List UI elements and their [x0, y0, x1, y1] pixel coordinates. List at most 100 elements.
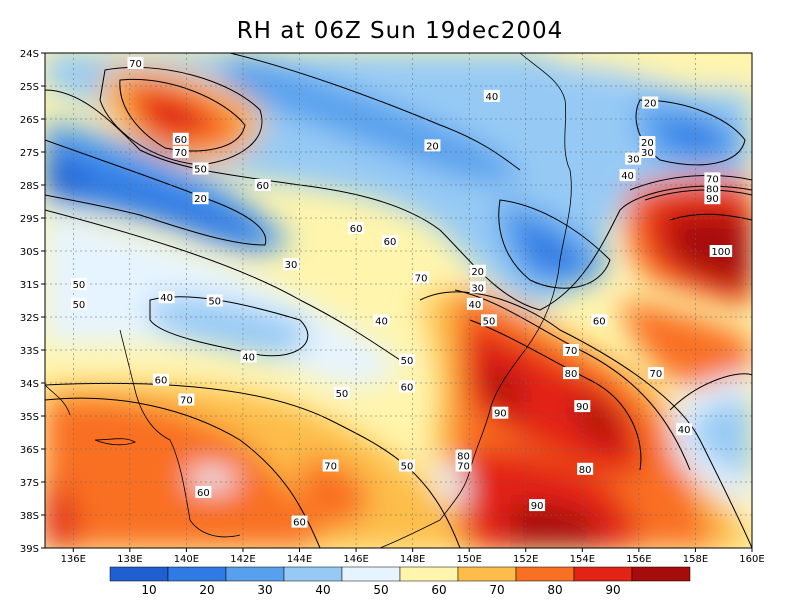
contour-label: 80 [565, 369, 578, 380]
legend-swatch [283, 566, 343, 582]
contour-label-bg [469, 264, 486, 277]
contour-label: 20 [426, 141, 439, 152]
lat-tick-label: 27S [20, 148, 39, 159]
contour-label-bg [704, 182, 721, 195]
lat-tick-label: 26S [20, 115, 39, 126]
contour-label: 30 [627, 155, 640, 166]
contour-label-bg [158, 291, 175, 304]
contour-label: 50 [194, 165, 207, 176]
contour-label-bg [195, 485, 212, 498]
contour-label: 70 [324, 462, 337, 473]
contour-label-bg [398, 380, 415, 393]
contour-label-bg [647, 367, 664, 380]
contour-label: 60 [384, 237, 397, 248]
contour-label: 40 [242, 353, 255, 364]
contour-label-bg [70, 297, 87, 310]
contour-label: 100 [711, 247, 730, 258]
lat-tick-label: 38S [20, 511, 39, 522]
lat-tick-label: 37S [20, 478, 39, 489]
contour-label-bg [398, 353, 415, 366]
contour-label: 90 [706, 194, 719, 205]
contour-label-bg [591, 314, 608, 327]
lat-tick-label: 31S [20, 280, 39, 291]
contour-label-bg [127, 56, 144, 69]
contour-label-bg [529, 499, 546, 512]
legend-label: 70 [489, 583, 504, 597]
contour-label-bg [625, 152, 642, 165]
contour-label: 80 [457, 452, 470, 463]
contour-label: 50 [401, 462, 414, 473]
legend-label: 50 [373, 583, 388, 597]
contour-label: 50 [73, 300, 86, 311]
contour-label-bg [152, 373, 169, 386]
rh-field [45, 53, 752, 548]
contour-label: 90 [531, 501, 544, 512]
legend-label: 10 [141, 583, 156, 597]
contour-label-bg [291, 515, 308, 528]
contour-label-bg [373, 314, 390, 327]
contour-label-bg [639, 136, 656, 149]
contour-label-bg [192, 192, 209, 205]
contour-label: 60 [256, 181, 269, 192]
contour-label-bg [178, 393, 195, 406]
contour-label-bg [483, 89, 500, 102]
contour-label: 20 [194, 194, 207, 205]
contour-label-bg [577, 462, 594, 475]
lat-tick-label: 25S [20, 82, 39, 93]
legend-swatch [515, 566, 575, 582]
legend-swatch [341, 566, 401, 582]
legend-swatch [399, 566, 459, 582]
contour-label: 70 [180, 396, 193, 407]
contour-label-bg [283, 258, 300, 271]
legend-label: 90 [605, 583, 620, 597]
contour-label: 50 [483, 316, 496, 327]
contour-label: 20 [471, 267, 484, 278]
contour-label-bg [398, 459, 415, 472]
lat-tick-label: 24S [20, 49, 39, 60]
contour-label: 60 [350, 224, 363, 235]
legend-label: 80 [547, 583, 562, 597]
contour-label: 90 [494, 409, 507, 420]
lon-tick-label: 148E [400, 554, 425, 565]
contour-label-bg [192, 162, 209, 175]
map-frame [44, 52, 753, 549]
contour-label: 40 [160, 293, 173, 304]
contour-label: 60 [197, 488, 210, 499]
contour-label: 70 [457, 462, 470, 473]
contour-label-bg [642, 96, 659, 109]
contour-label-bg [424, 139, 441, 152]
lon-tick-label: 158E [683, 554, 708, 565]
contour-label-bg [709, 245, 733, 257]
contour-label-bg [574, 400, 591, 413]
legend-label: 20 [199, 583, 214, 597]
contour-label-bg [333, 386, 350, 399]
contour-label-bg [563, 367, 580, 380]
contour-label-bg [676, 423, 693, 436]
contour-label: 80 [579, 465, 592, 476]
legend-swatch [225, 566, 285, 582]
legend-label: 60 [431, 583, 446, 597]
legend-swatch [573, 566, 633, 582]
lon-tick-label: 160E [739, 554, 764, 565]
contour-label: 40 [468, 300, 481, 311]
lon-tick-label: 150E [456, 554, 481, 565]
contour-label-bg [382, 235, 399, 248]
lon-tick-label: 138E [117, 554, 142, 565]
contour-label: 70 [129, 59, 142, 70]
lat-tick-label: 28S [20, 181, 39, 192]
contour-label-bg [172, 132, 189, 145]
contour-label: 90 [576, 402, 589, 413]
contour-label: 30 [285, 260, 298, 271]
lon-tick-label: 156E [626, 554, 651, 565]
contour-label: 40 [678, 425, 691, 436]
contour-label-bg [455, 459, 472, 472]
legend-swatch [457, 566, 517, 582]
coastline [45, 53, 572, 548]
contour-label: 40 [485, 92, 498, 103]
contour-label-bg [480, 314, 497, 327]
contour-label-bg [469, 281, 486, 294]
contour-label: 40 [375, 316, 388, 327]
contour-label: 70 [565, 346, 578, 357]
contour-label: 70 [174, 148, 187, 159]
